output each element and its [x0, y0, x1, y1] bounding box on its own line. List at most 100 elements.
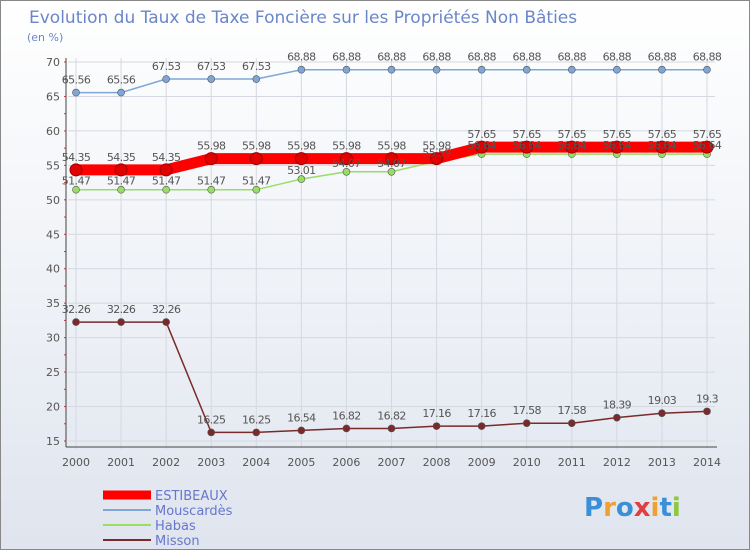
x-tick-label: 2014: [693, 456, 721, 469]
data-point: [207, 185, 216, 194]
y-tick-label: 30: [46, 332, 60, 345]
data-point: [72, 185, 80, 194]
data-point: [252, 428, 261, 437]
data-point: [430, 152, 444, 166]
x-tick-label: 2003: [197, 456, 225, 469]
data-label: 56.64: [648, 139, 677, 152]
logo-letter: i: [651, 493, 660, 523]
data-point: [249, 152, 263, 166]
data-label: 68.88: [377, 51, 406, 64]
data-label: 68.88: [467, 51, 496, 64]
data-label: 67.53: [197, 60, 226, 73]
data-label: 55.98: [242, 140, 271, 153]
data-point: [567, 65, 576, 74]
x-tick-label: 2004: [242, 456, 270, 469]
y-tick-label: 50: [46, 194, 60, 207]
data-point: [294, 152, 308, 166]
data-label: 54.07: [377, 157, 406, 170]
data-point: [700, 140, 714, 154]
data-point: [655, 140, 669, 154]
data-label: 51.47: [62, 175, 91, 188]
data-label: 57.65: [693, 128, 722, 141]
data-point: [342, 65, 351, 74]
data-point: [520, 140, 534, 154]
data-label: 16.25: [197, 413, 226, 426]
data-point: [207, 75, 216, 83]
data-point: [385, 152, 398, 166]
data-label: 54.35: [62, 151, 91, 164]
chart-title: Evolution du Taux de Taxe Foncière sur l…: [29, 8, 577, 28]
data-label: 57.65: [558, 128, 587, 141]
legend-label: ESTIBEAUX: [155, 489, 228, 504]
data-point: [703, 65, 711, 74]
data-point: [342, 167, 351, 176]
data-label: 51.47: [107, 175, 136, 188]
y-tick-label: 35: [46, 297, 60, 310]
data-label: 68.88: [332, 51, 361, 64]
data-label: 68.88: [693, 51, 722, 64]
data-label: 17.16: [422, 407, 451, 420]
data-label: 68.88: [512, 51, 541, 64]
data-point: [658, 409, 666, 418]
x-tick-label: 2001: [107, 456, 135, 469]
data-point: [613, 413, 621, 422]
data-point: [477, 65, 486, 74]
data-point: [297, 175, 306, 183]
data-point: [387, 65, 396, 74]
axes: 15 20 25 30 35 40 45 50 55 60 65 70 2000 2001 2002 2003…: [46, 56, 721, 469]
data-point: [387, 167, 396, 176]
data-label: 57.65: [467, 128, 496, 141]
data-label: 55.98: [287, 140, 316, 153]
x-tick-label: 2010: [513, 456, 541, 469]
logo-letter: t: [659, 493, 671, 523]
data-label: 16.82: [332, 409, 361, 422]
y-tick-label: 15: [46, 435, 60, 448]
legend-label: Misson: [155, 534, 200, 549]
series-layer: [69, 65, 714, 437]
data-label: 56.64: [603, 139, 632, 152]
x-tick-label: 2002: [152, 456, 180, 469]
data-label: 67.53: [152, 60, 181, 73]
data-point: [475, 140, 489, 154]
data-label: 68.88: [648, 51, 677, 64]
data-label: 19.03: [648, 394, 677, 407]
data-label: 17.16: [467, 407, 496, 420]
x-tick-label: 2012: [603, 456, 631, 469]
logo-letter: x: [634, 493, 651, 523]
data-point: [72, 318, 80, 326]
y-axis-unit: (en %): [27, 31, 63, 44]
data-label: 55.98: [332, 140, 361, 153]
data-label: 68.88: [603, 51, 632, 64]
logo-letter: r: [603, 493, 616, 523]
data-point: [613, 65, 621, 74]
data-label: 57.65: [512, 128, 541, 141]
proxiti-logo: Proxiti: [584, 493, 681, 523]
data-label: 16.54: [287, 411, 316, 424]
data-point: [387, 424, 396, 433]
data-point: [522, 65, 531, 74]
data-point: [658, 65, 666, 74]
data-point: [117, 185, 125, 194]
y-tick-label: 45: [46, 228, 60, 241]
data-point: [162, 75, 170, 83]
data-label: 67.53: [242, 60, 271, 73]
data-label: 17.58: [558, 404, 587, 417]
data-label: 51.47: [242, 175, 271, 188]
data-label: 19.3: [696, 392, 719, 405]
x-tick-label: 2006: [332, 456, 360, 469]
data-label: 54.07: [332, 157, 361, 170]
data-label: 32.26: [62, 303, 91, 316]
data-label: 51.47: [152, 175, 181, 188]
y-tick-label: 25: [46, 366, 60, 379]
x-tick-label: 2000: [62, 456, 90, 469]
data-point: [252, 185, 261, 194]
data-label: 51.47: [197, 175, 226, 188]
data-label: 65.56: [107, 74, 136, 87]
data-point: [252, 75, 261, 83]
data-point: [204, 152, 218, 166]
data-point: [162, 185, 170, 194]
data-label: 55.98: [377, 140, 406, 153]
data-point: [297, 426, 306, 435]
